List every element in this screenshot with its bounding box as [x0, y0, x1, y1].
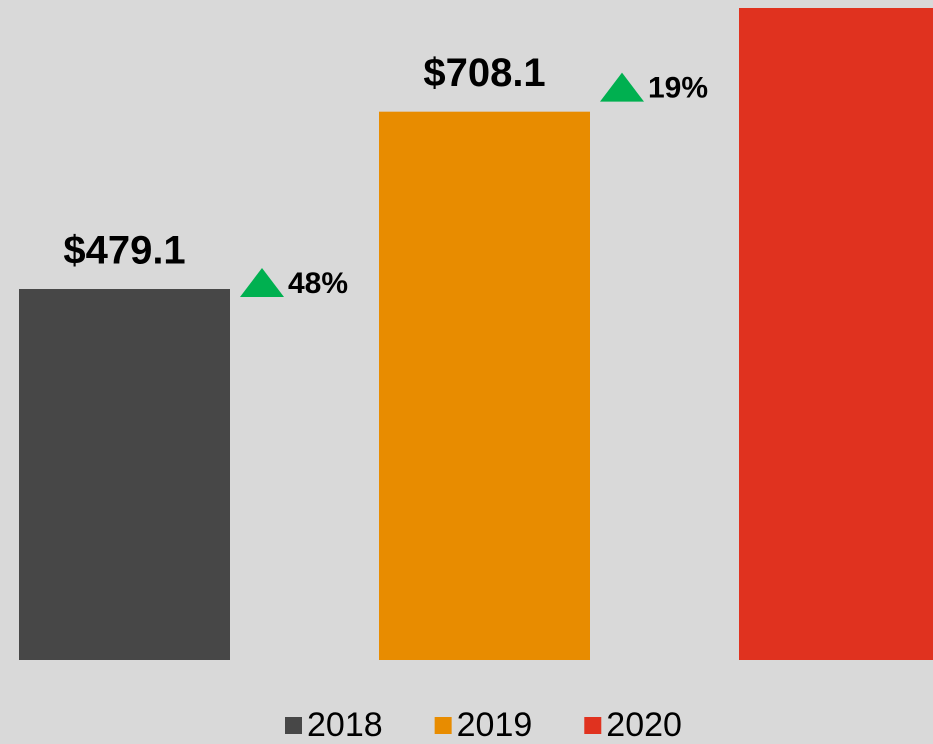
legend-swatch	[285, 717, 302, 734]
legend-swatch	[434, 717, 452, 734]
growth-label: 48%	[288, 267, 348, 300]
growth-arrow	[600, 72, 644, 102]
legend-swatch	[584, 717, 602, 734]
value-label: $708.1	[423, 51, 545, 95]
growth-arrow	[240, 268, 284, 298]
legend-label: 2018	[307, 706, 383, 744]
bar	[379, 111, 590, 660]
legend-label: 2019	[457, 706, 533, 744]
legend-label: 2020	[606, 706, 682, 744]
value-label: $479.1	[63, 229, 185, 273]
bar	[19, 289, 230, 660]
bar	[739, 8, 933, 660]
growth-label: 19%	[648, 72, 708, 105]
